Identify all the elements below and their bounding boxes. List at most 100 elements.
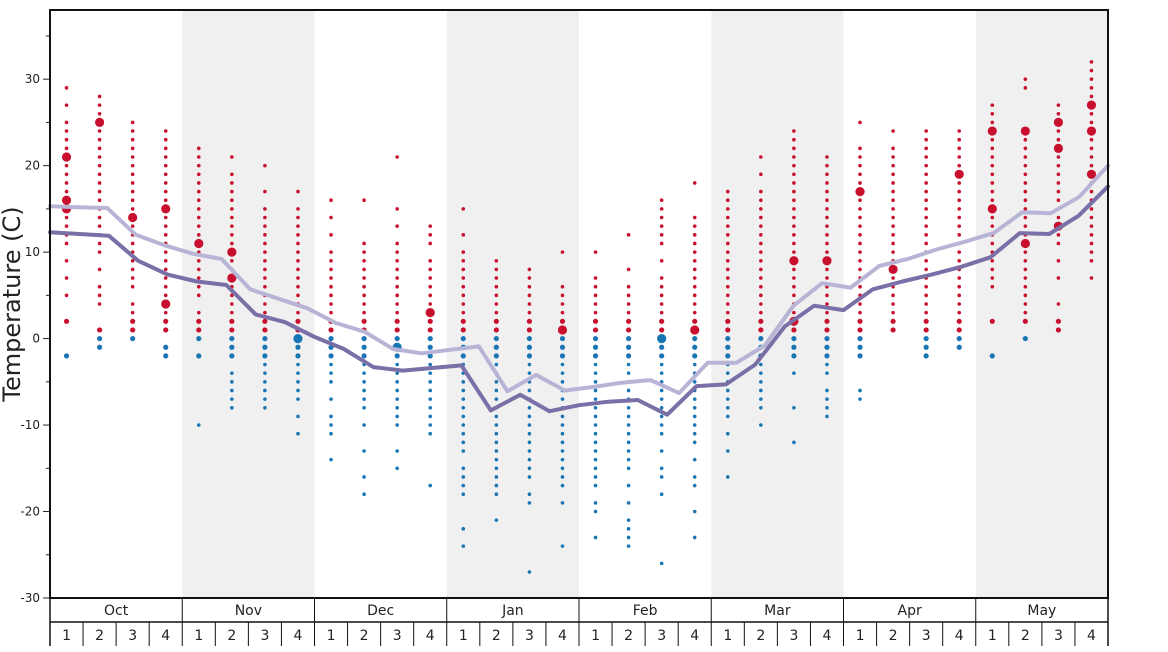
warm-temperature-dot	[61, 195, 72, 205]
warm-temperature-dot	[493, 318, 499, 324]
cold-temperature-dot	[395, 414, 399, 419]
warm-temperature-dot	[527, 293, 532, 298]
week-label: 1	[62, 628, 71, 644]
cold-temperature-dot	[626, 466, 631, 471]
warm-temperature-dot	[194, 238, 204, 249]
cold-temperature-dot	[494, 380, 499, 384]
month-label: Apr	[898, 603, 922, 619]
warm-temperature-dot	[858, 120, 862, 125]
warm-temperature-dot	[857, 318, 863, 324]
cold-temperature-dot	[659, 431, 664, 436]
warm-temperature-dot	[329, 233, 333, 237]
warm-temperature-dot	[96, 327, 103, 333]
warm-temperature-dot	[759, 250, 763, 254]
cold-temperature-dot	[130, 335, 136, 342]
warm-temperature-dot	[461, 310, 466, 315]
warm-temperature-dot	[725, 224, 730, 228]
warm-temperature-dot	[296, 250, 300, 254]
warm-temperature-dot	[395, 258, 399, 263]
cold-temperature-dot	[625, 353, 632, 359]
warm-temperature-dot	[130, 276, 135, 280]
warm-temperature-dot	[362, 310, 366, 315]
warm-temperature-dot	[329, 215, 333, 220]
warm-temperature-dot	[855, 186, 865, 197]
upper-average-line	[48, 163, 1110, 396]
warm-temperature-dot	[263, 302, 267, 306]
cold-temperature-dot	[626, 457, 631, 462]
warm-temperature-dot	[428, 258, 433, 263]
warm-temperature-dot	[97, 302, 102, 306]
warm-temperature-dot	[725, 284, 730, 289]
cold-temperature-dot	[626, 518, 631, 522]
warm-temperature-dot	[792, 284, 796, 289]
warm-temperature-dot	[659, 233, 664, 237]
warm-temperature-dot	[759, 189, 763, 194]
cold-temperature-dot	[725, 344, 731, 350]
warm-temperature-dot	[957, 163, 962, 168]
warm-temperature-dot	[1023, 137, 1028, 142]
warm-temperature-dot	[130, 327, 136, 333]
cold-temperature-dot	[659, 371, 664, 375]
warm-temperature-dot	[725, 276, 730, 280]
cold-temperature-dot	[196, 353, 202, 359]
cold-temperature-dot	[527, 570, 532, 574]
cold-temperature-dot	[527, 414, 532, 419]
week-label: 2	[1021, 628, 1030, 644]
warm-temperature-dot	[461, 276, 466, 280]
lower-average-line	[48, 184, 1110, 417]
warm-temperature-dot	[1023, 310, 1028, 315]
cold-temperature-dot	[230, 380, 234, 384]
warm-temperature-dot	[427, 318, 433, 324]
cold-temperature-dot	[956, 344, 962, 350]
warm-temperature-dot	[924, 129, 928, 133]
cold-temperature-dot	[592, 353, 599, 359]
warm-temperature-dot	[130, 207, 135, 211]
cold-temperature-dot	[493, 344, 499, 350]
warm-temperature-dot	[858, 310, 862, 315]
cold-temperature-dot	[692, 397, 697, 401]
warm-temperature-dot	[461, 258, 466, 263]
cold-temperature-dot	[527, 423, 532, 427]
warm-temperature-dot	[593, 310, 598, 315]
warm-temperature-dot	[593, 302, 598, 306]
cold-temperature-dot	[923, 353, 929, 359]
warm-temperature-dot	[1053, 143, 1064, 153]
cold-temperature-dot	[461, 527, 466, 531]
warm-temperature-dot	[725, 318, 731, 324]
week-label: 4	[558, 628, 567, 644]
y-tick-label: -20	[20, 505, 40, 519]
warm-temperature-dot	[957, 155, 962, 159]
warm-temperature-dot	[395, 207, 399, 211]
warm-temperature-dot	[97, 94, 102, 99]
warm-temperature-dot	[923, 327, 929, 333]
cold-temperature-dot	[792, 405, 796, 410]
cold-temperature-dot	[494, 414, 499, 419]
warm-temperature-dot	[858, 207, 862, 211]
cold-temperature-dot	[163, 344, 169, 350]
cold-temperature-dot	[560, 449, 565, 453]
cold-temperature-dot	[461, 440, 466, 445]
cold-temperature-dot	[395, 466, 399, 471]
cold-temperature-dot	[626, 527, 631, 531]
warm-temperature-dot	[990, 224, 995, 228]
cold-temperature-dot	[494, 518, 499, 522]
warm-temperature-dot	[163, 163, 168, 168]
cold-temperature-dot	[626, 414, 631, 419]
y-tick-label: 10	[25, 245, 40, 259]
warm-temperature-dot	[296, 310, 300, 315]
warm-temperature-dot	[725, 293, 730, 298]
warm-temperature-dot	[263, 276, 267, 280]
cold-temperature-dot	[494, 431, 499, 436]
warm-temperature-dot	[130, 172, 135, 177]
warm-temperature-dot	[1023, 189, 1028, 194]
warm-temperature-dot	[163, 233, 168, 237]
cold-temperature-dot	[296, 388, 300, 393]
warm-temperature-dot	[990, 189, 995, 194]
warm-temperature-dot	[1056, 198, 1061, 203]
warm-temperature-dot	[891, 189, 895, 194]
cold-temperature-dot	[262, 344, 268, 350]
week-label: 2	[360, 628, 369, 644]
cold-temperature-dot	[262, 335, 268, 342]
cold-temperature-dot	[428, 483, 433, 488]
warm-temperature-dot	[230, 293, 234, 298]
